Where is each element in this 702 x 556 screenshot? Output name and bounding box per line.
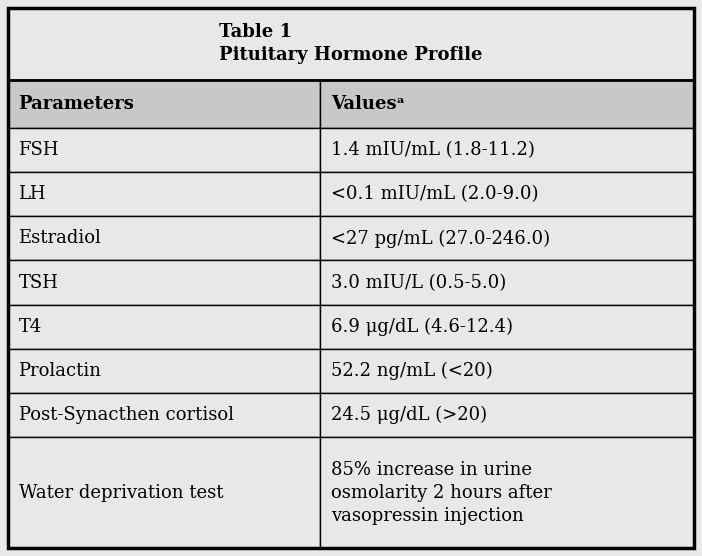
Text: 1.4 mIU/mL (1.8-11.2): 1.4 mIU/mL (1.8-11.2) bbox=[331, 141, 534, 159]
Text: T4: T4 bbox=[18, 318, 42, 336]
Text: Estradiol: Estradiol bbox=[18, 230, 101, 247]
Bar bbox=[8, 216, 320, 261]
Bar bbox=[320, 438, 694, 548]
Bar bbox=[8, 261, 320, 305]
Bar bbox=[320, 349, 694, 393]
Bar bbox=[320, 393, 694, 438]
Bar bbox=[320, 172, 694, 216]
Bar bbox=[8, 128, 320, 172]
Bar bbox=[8, 172, 320, 216]
Text: Post-Synacthen cortisol: Post-Synacthen cortisol bbox=[18, 406, 234, 424]
Text: FSH: FSH bbox=[18, 141, 59, 159]
Bar bbox=[8, 349, 320, 393]
Text: <0.1 mIU/mL (2.0-9.0): <0.1 mIU/mL (2.0-9.0) bbox=[331, 185, 538, 203]
Text: LH: LH bbox=[18, 185, 46, 203]
Text: Prolactin: Prolactin bbox=[18, 362, 102, 380]
Text: Water deprivation test: Water deprivation test bbox=[18, 484, 223, 502]
Bar bbox=[320, 80, 694, 128]
Bar bbox=[320, 261, 694, 305]
Text: 6.9 μg/dL (4.6-12.4): 6.9 μg/dL (4.6-12.4) bbox=[331, 317, 512, 336]
Bar bbox=[8, 393, 320, 438]
Bar bbox=[320, 128, 694, 172]
Bar bbox=[8, 305, 320, 349]
Bar bbox=[320, 305, 694, 349]
Text: Parameters: Parameters bbox=[18, 95, 134, 113]
Bar bbox=[320, 216, 694, 261]
Text: 85% increase in urine
osmolarity 2 hours after
vasopressin injection: 85% increase in urine osmolarity 2 hours… bbox=[331, 461, 551, 525]
Bar bbox=[8, 80, 320, 128]
Text: TSH: TSH bbox=[18, 274, 58, 291]
Text: Valuesᵃ: Valuesᵃ bbox=[331, 95, 404, 113]
Text: 24.5 μg/dL (>20): 24.5 μg/dL (>20) bbox=[331, 406, 486, 424]
Text: 3.0 mIU/L (0.5-5.0): 3.0 mIU/L (0.5-5.0) bbox=[331, 274, 506, 291]
Bar bbox=[8, 438, 320, 548]
Bar bbox=[8, 8, 694, 80]
Text: 52.2 ng/mL (<20): 52.2 ng/mL (<20) bbox=[331, 362, 492, 380]
Text: <27 pg/mL (27.0-246.0): <27 pg/mL (27.0-246.0) bbox=[331, 229, 550, 247]
Text: Table 1
Pituitary Hormone Profile: Table 1 Pituitary Hormone Profile bbox=[219, 23, 483, 64]
